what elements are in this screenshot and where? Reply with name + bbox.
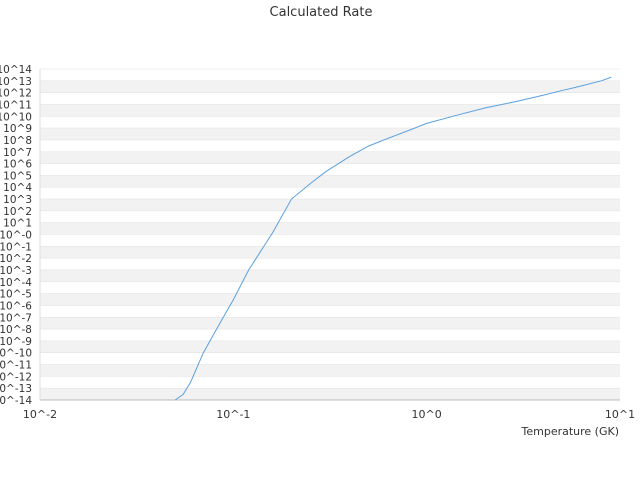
- grid-band: [40, 281, 620, 294]
- grid-band: [40, 222, 620, 235]
- x-tick-labels: 10^-2 10^-1 10^0 10^1: [23, 408, 635, 421]
- grid-band: [40, 364, 620, 377]
- grid-band: [40, 246, 620, 259]
- x-tick-label: 10^-1: [216, 408, 250, 421]
- y-tick-label: 10^13: [0, 76, 32, 88]
- grid-band: [40, 329, 620, 341]
- y-tick-label: 10^5: [3, 170, 32, 182]
- grid-band: [40, 151, 620, 164]
- grid-band: [40, 139, 620, 152]
- y-tick-label: 10^2: [3, 206, 32, 218]
- grid-band: [40, 388, 620, 400]
- y-tick-label: 10^-2: [0, 253, 32, 265]
- y-tick-label: 10^1: [3, 218, 32, 230]
- grid-band: [40, 352, 620, 365]
- grid-band: [40, 210, 620, 223]
- y-tick-label: 10^-9: [0, 336, 32, 348]
- grid-band: [40, 92, 620, 105]
- grid-band: [40, 293, 620, 306]
- y-tick-label: 10^-7: [0, 312, 32, 324]
- y-tick-label: 10^-13: [0, 383, 32, 395]
- y-tick-label: 10^8: [3, 135, 32, 147]
- grid-bands: [40, 68, 620, 401]
- y-tick-label: 10^-5: [0, 289, 32, 301]
- grid-band: [40, 187, 620, 200]
- axes: [39, 69, 620, 401]
- chart-title: Calculated Rate: [270, 5, 373, 20]
- y-tick-label: 10^-3: [0, 265, 32, 277]
- y-tick-label: 10^14: [0, 64, 32, 76]
- y-tick-label: 10^-11: [0, 360, 32, 372]
- x-axis-label: Temperature (GK): [521, 425, 620, 438]
- grid-band: [40, 128, 620, 140]
- grid-band: [40, 234, 620, 247]
- x-tick-label: 10^0: [412, 408, 442, 421]
- y-tick-label: 10^9: [3, 123, 32, 135]
- grid-band: [40, 340, 620, 353]
- y-tick-labels: 10^-1410^-1310^-1210^-1110^-1010^-910^-8…: [0, 64, 32, 407]
- y-tick-label: 10^-1: [0, 241, 32, 253]
- grid-band: [40, 69, 620, 81]
- y-tick-label: 10^-10: [0, 348, 32, 360]
- y-tick-label: 10^10: [0, 111, 32, 123]
- grid-band: [40, 175, 620, 188]
- grid-band: [40, 269, 620, 282]
- y-tick-label: 10^11: [0, 99, 32, 111]
- y-tick-label: 10^12: [0, 88, 32, 100]
- y-tick-label: 10^3: [3, 194, 32, 206]
- series-line: [174, 76, 612, 401]
- y-tick-label: 10^7: [3, 147, 32, 159]
- grid-band: [40, 80, 620, 93]
- x-tick-label: 10^1: [605, 408, 635, 421]
- x-tick-label: 10^-2: [23, 408, 57, 421]
- grid-band: [40, 305, 620, 318]
- grid-band: [40, 258, 620, 270]
- grid-band: [40, 199, 620, 211]
- y-tick-label: 10^-6: [0, 300, 32, 312]
- y-tick-label: 10^-8: [0, 324, 32, 336]
- y-tick-label: 10^-4: [0, 277, 32, 289]
- y-tick-label: 10^-14: [0, 395, 32, 407]
- series-group: [174, 76, 612, 401]
- y-tick-label: 10^-12: [0, 371, 32, 383]
- grid-band: [40, 376, 620, 389]
- y-tick-label: 10^6: [3, 159, 32, 171]
- grid-band: [40, 116, 620, 129]
- y-tick-label: 10^-0: [0, 230, 32, 242]
- y-tick-label: 10^4: [3, 182, 32, 194]
- grid-band: [40, 317, 620, 330]
- grid-band: [40, 104, 620, 117]
